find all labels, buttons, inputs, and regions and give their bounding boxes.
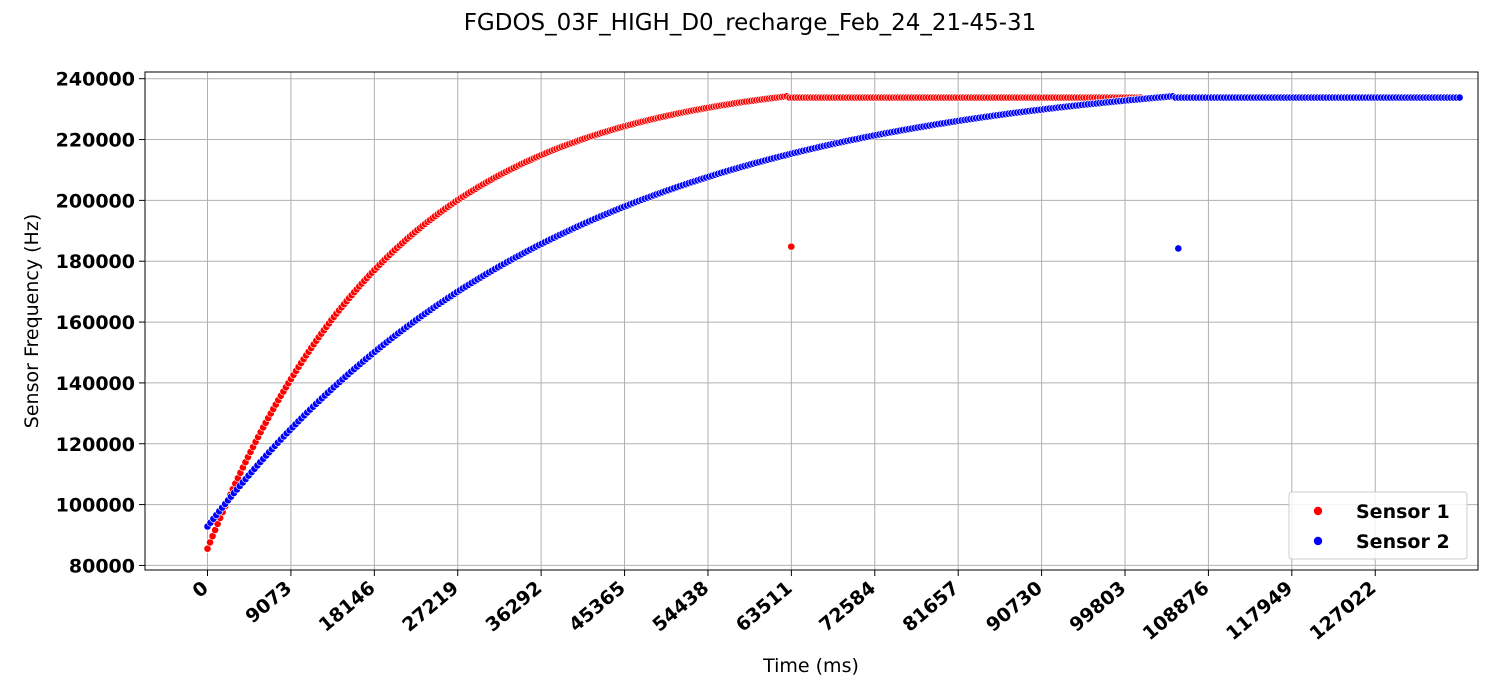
x-tick-label: 45365 <box>565 577 630 636</box>
x-tick-label: 81657 <box>899 577 964 636</box>
y-tick-label: 240000 <box>56 69 135 91</box>
series-sensor-1 <box>203 92 1145 553</box>
legend-marker-sensor-1 <box>1313 506 1323 516</box>
x-tick-label: 0 <box>188 577 212 602</box>
y-axis-label: Sensor Frequency (Hz) <box>21 214 43 428</box>
tick-layer: 0 9073 18146 27219 36292 45365 54438 63511 72584… <box>56 69 1381 645</box>
x-tick-label: 54438 <box>648 577 713 636</box>
series-sensor-2 <box>203 92 1464 531</box>
x-tick-label: 27219 <box>398 577 463 636</box>
chart-title: FGDOS_03F_HIGH_D0_recharge_Feb_24_21-45-… <box>463 10 1037 36</box>
x-tick-label: 63511 <box>732 577 797 636</box>
data-point <box>1455 93 1464 102</box>
outlier-point <box>1174 244 1183 253</box>
x-tick-label: 90730 <box>982 577 1047 636</box>
x-tick-label: 99803 <box>1065 577 1130 636</box>
y-tick-label: 160000 <box>56 312 135 334</box>
x-tick-label: 117949 <box>1222 577 1297 645</box>
x-tick-label: 108876 <box>1139 577 1214 645</box>
x-tick-label: 36292 <box>482 577 547 636</box>
y-tick-label: 220000 <box>56 130 135 152</box>
plot-frame <box>144 71 1479 571</box>
x-tick-label: 9073 <box>241 577 296 628</box>
x-tick-label: 18146 <box>315 577 380 636</box>
y-tick-label: 180000 <box>56 251 135 273</box>
y-tick-label: 140000 <box>56 373 135 395</box>
legend-marker-sensor-2 <box>1313 536 1323 546</box>
outlier-point <box>787 242 796 251</box>
y-tick-label: 120000 <box>56 434 135 456</box>
x-tick-label: 127022 <box>1306 577 1381 645</box>
y-tick-label: 200000 <box>56 190 135 212</box>
y-tick-label: 80000 <box>69 555 135 577</box>
legend-label-sensor-1: Sensor 1 <box>1356 501 1450 523</box>
x-axis-label: Time (ms) <box>762 655 859 677</box>
legend-box <box>1288 491 1468 560</box>
legend-label-sensor-2: Sensor 2 <box>1356 531 1450 553</box>
y-tick-label: 100000 <box>56 495 135 517</box>
points-layer <box>203 92 1464 553</box>
legend: Sensor 1 Sensor 2 <box>1288 491 1468 560</box>
grid-layer <box>145 72 1478 570</box>
x-tick-label: 72584 <box>815 577 880 636</box>
